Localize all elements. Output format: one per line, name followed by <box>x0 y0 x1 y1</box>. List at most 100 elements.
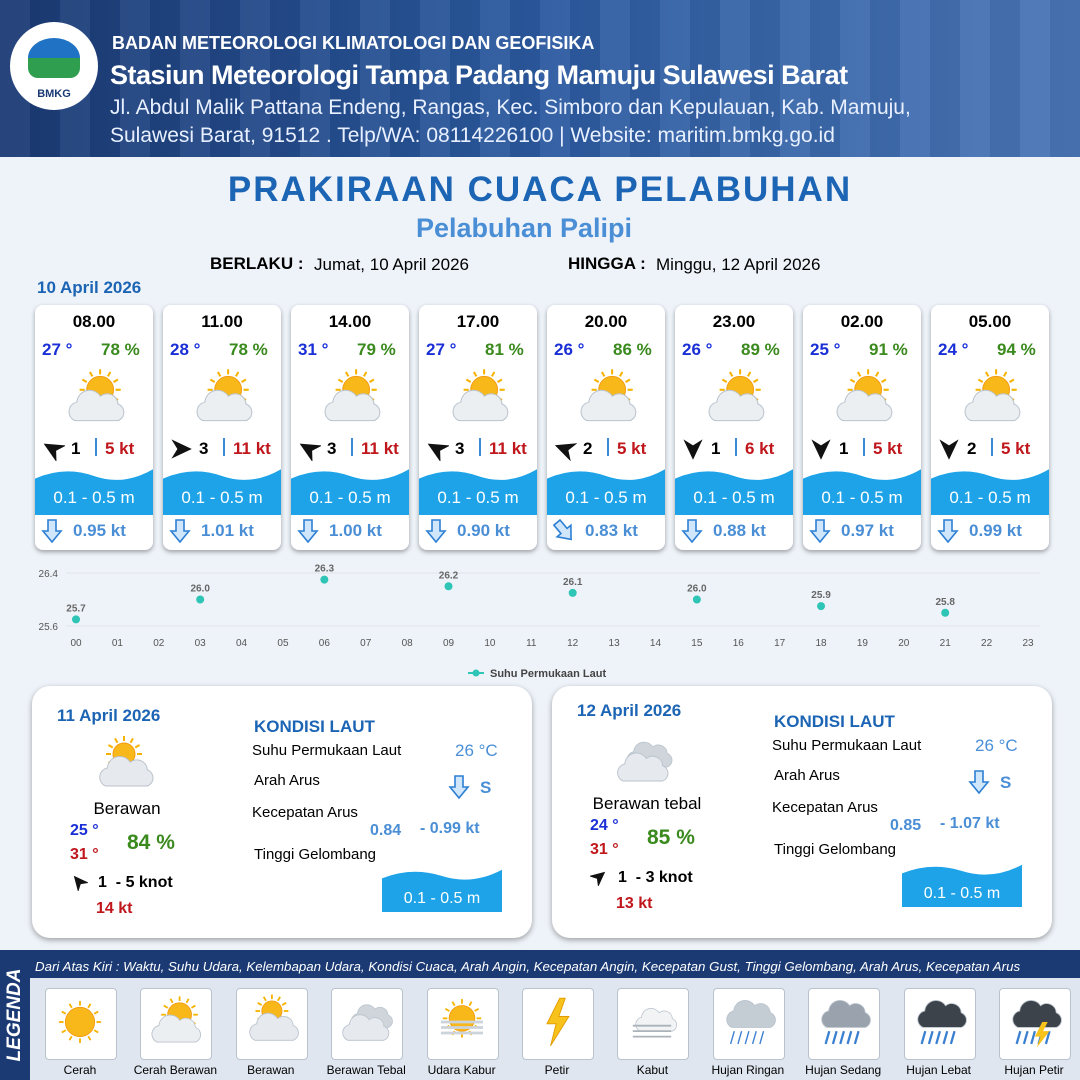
forecast-card: 11.00 28 ° 78 % 3 11 kt 0.1 - 0.5 m 1.01 kt <box>163 305 281 550</box>
cloud <box>151 1014 202 1043</box>
humidity: 78 % <box>101 340 140 359</box>
rain <box>729 1030 735 1045</box>
rain <box>934 1030 941 1045</box>
weather-icon <box>324 369 381 422</box>
arrow <box>681 519 703 544</box>
arrow <box>939 439 959 460</box>
sun-ray <box>368 378 375 383</box>
sun-ray <box>472 371 478 377</box>
legend-label: Berawan <box>247 1063 295 1077</box>
current-arrow <box>41 519 63 544</box>
arrow <box>553 518 572 541</box>
sun-ray <box>281 1002 287 1006</box>
legend-strip <box>0 950 30 1080</box>
valid-to: Minggu, 12 April 2026 <box>656 255 821 274</box>
condition: Berawan <box>93 799 161 818</box>
legend-top <box>30 950 1080 978</box>
sun-ray <box>977 378 984 383</box>
humidity: 79 % <box>357 340 396 359</box>
humidity: 81 % <box>485 340 524 359</box>
cloud-shape <box>324 389 381 422</box>
sun-ray <box>856 371 862 377</box>
forecast-card: 05.00 24 ° 94 % 2 5 kt 0.1 - 0.5 m 0.99 kt <box>931 305 1049 550</box>
wave-shape <box>675 469 793 515</box>
sun <box>448 1005 475 1032</box>
cloud <box>452 389 509 422</box>
gust: 5 kt <box>1001 439 1031 458</box>
sun-ray <box>465 378 472 383</box>
wave <box>931 469 1049 515</box>
data-label: 26.0 <box>190 584 210 595</box>
cloud <box>249 1012 299 1041</box>
time: 08.00 <box>72 312 116 331</box>
weather-icon <box>964 369 1021 422</box>
air-temp: 28 ° <box>170 340 201 359</box>
cloud <box>726 1000 776 1028</box>
gust: 13 kt <box>616 895 653 912</box>
separator <box>95 438 97 456</box>
weather-icon <box>452 369 509 422</box>
x-tick-label: 03 <box>195 638 207 649</box>
separator <box>223 438 225 456</box>
sea-label: Arah Arus <box>254 772 320 789</box>
time: 20.00 <box>584 312 628 331</box>
sun-ray <box>112 378 119 383</box>
air-temp: 25 ° <box>810 340 841 359</box>
time: 05.00 <box>968 312 1012 331</box>
forecast-card: 02.00 25 ° 91 % 1 5 kt 0.1 - 0.5 m 0.97 kt <box>803 305 921 550</box>
separator <box>735 438 737 456</box>
sun-ray <box>874 371 880 377</box>
wave-height: 0.1 - 0.5 m <box>949 488 1031 507</box>
wave <box>163 469 281 515</box>
sst-chart: 25.6 26.4 00 01 02 03 04 05 06 07 08 09 10 11 12 13 14 15… <box>39 564 1040 680</box>
station: Stasiun Meteorologi Tampa Padang Mamuju … <box>110 60 848 90</box>
valid-label: HINGGA : <box>568 254 646 273</box>
arrow <box>448 775 470 800</box>
direction-arrow <box>811 439 831 460</box>
sun-ray <box>234 371 240 377</box>
sst: 26 °C <box>975 736 1018 755</box>
direction-arrow <box>299 443 321 461</box>
legend-label: Cerah Berawan <box>133 1063 218 1077</box>
sun-ray <box>618 371 624 377</box>
arrow <box>73 875 88 891</box>
current-max: - 1.07 kt <box>940 815 1000 832</box>
wave-shape <box>419 469 537 515</box>
wave <box>291 469 409 515</box>
cloud-shape <box>99 756 154 787</box>
data-label: 25.9 <box>811 590 831 601</box>
direction-arrow <box>171 439 192 459</box>
sun-ray <box>81 378 88 383</box>
data-point <box>320 575 329 584</box>
wind: 1 - 3 knot <box>618 869 693 886</box>
cloud <box>821 1000 872 1028</box>
cloud-shape <box>151 1014 202 1043</box>
legend-label: Suhu Permukaan Laut <box>490 668 606 680</box>
x-tick-label: 02 <box>153 638 165 649</box>
arrow <box>811 439 831 460</box>
sea-label: Tinggi Gelombang <box>774 841 897 858</box>
cloud <box>68 389 125 422</box>
x-tick-label: 07 <box>360 638 372 649</box>
sun-ray <box>600 371 606 377</box>
arrow <box>41 519 63 544</box>
wave-shape <box>35 469 153 515</box>
wave-shape <box>803 469 921 515</box>
sun-ray <box>106 371 112 377</box>
air-temp: 26 ° <box>682 340 713 359</box>
x-tick-label: 19 <box>857 638 869 649</box>
weather-icon <box>617 741 673 782</box>
sun-ray <box>262 996 267 1002</box>
data-label: 26.1 <box>563 577 583 588</box>
x-tick-label: 15 <box>691 638 703 649</box>
current-speed: 0.99 kt <box>969 521 1022 540</box>
temp-min: 25 ° <box>70 822 99 839</box>
humidity: 94 % <box>997 340 1036 359</box>
weather-icon <box>196 369 253 422</box>
current-min: 0.85 <box>890 817 922 834</box>
sun-ray <box>87 1003 92 1009</box>
cloud <box>708 389 765 422</box>
sun-ray <box>93 1029 99 1034</box>
current-speed: 0.97 kt <box>841 521 894 540</box>
separator <box>479 438 481 456</box>
